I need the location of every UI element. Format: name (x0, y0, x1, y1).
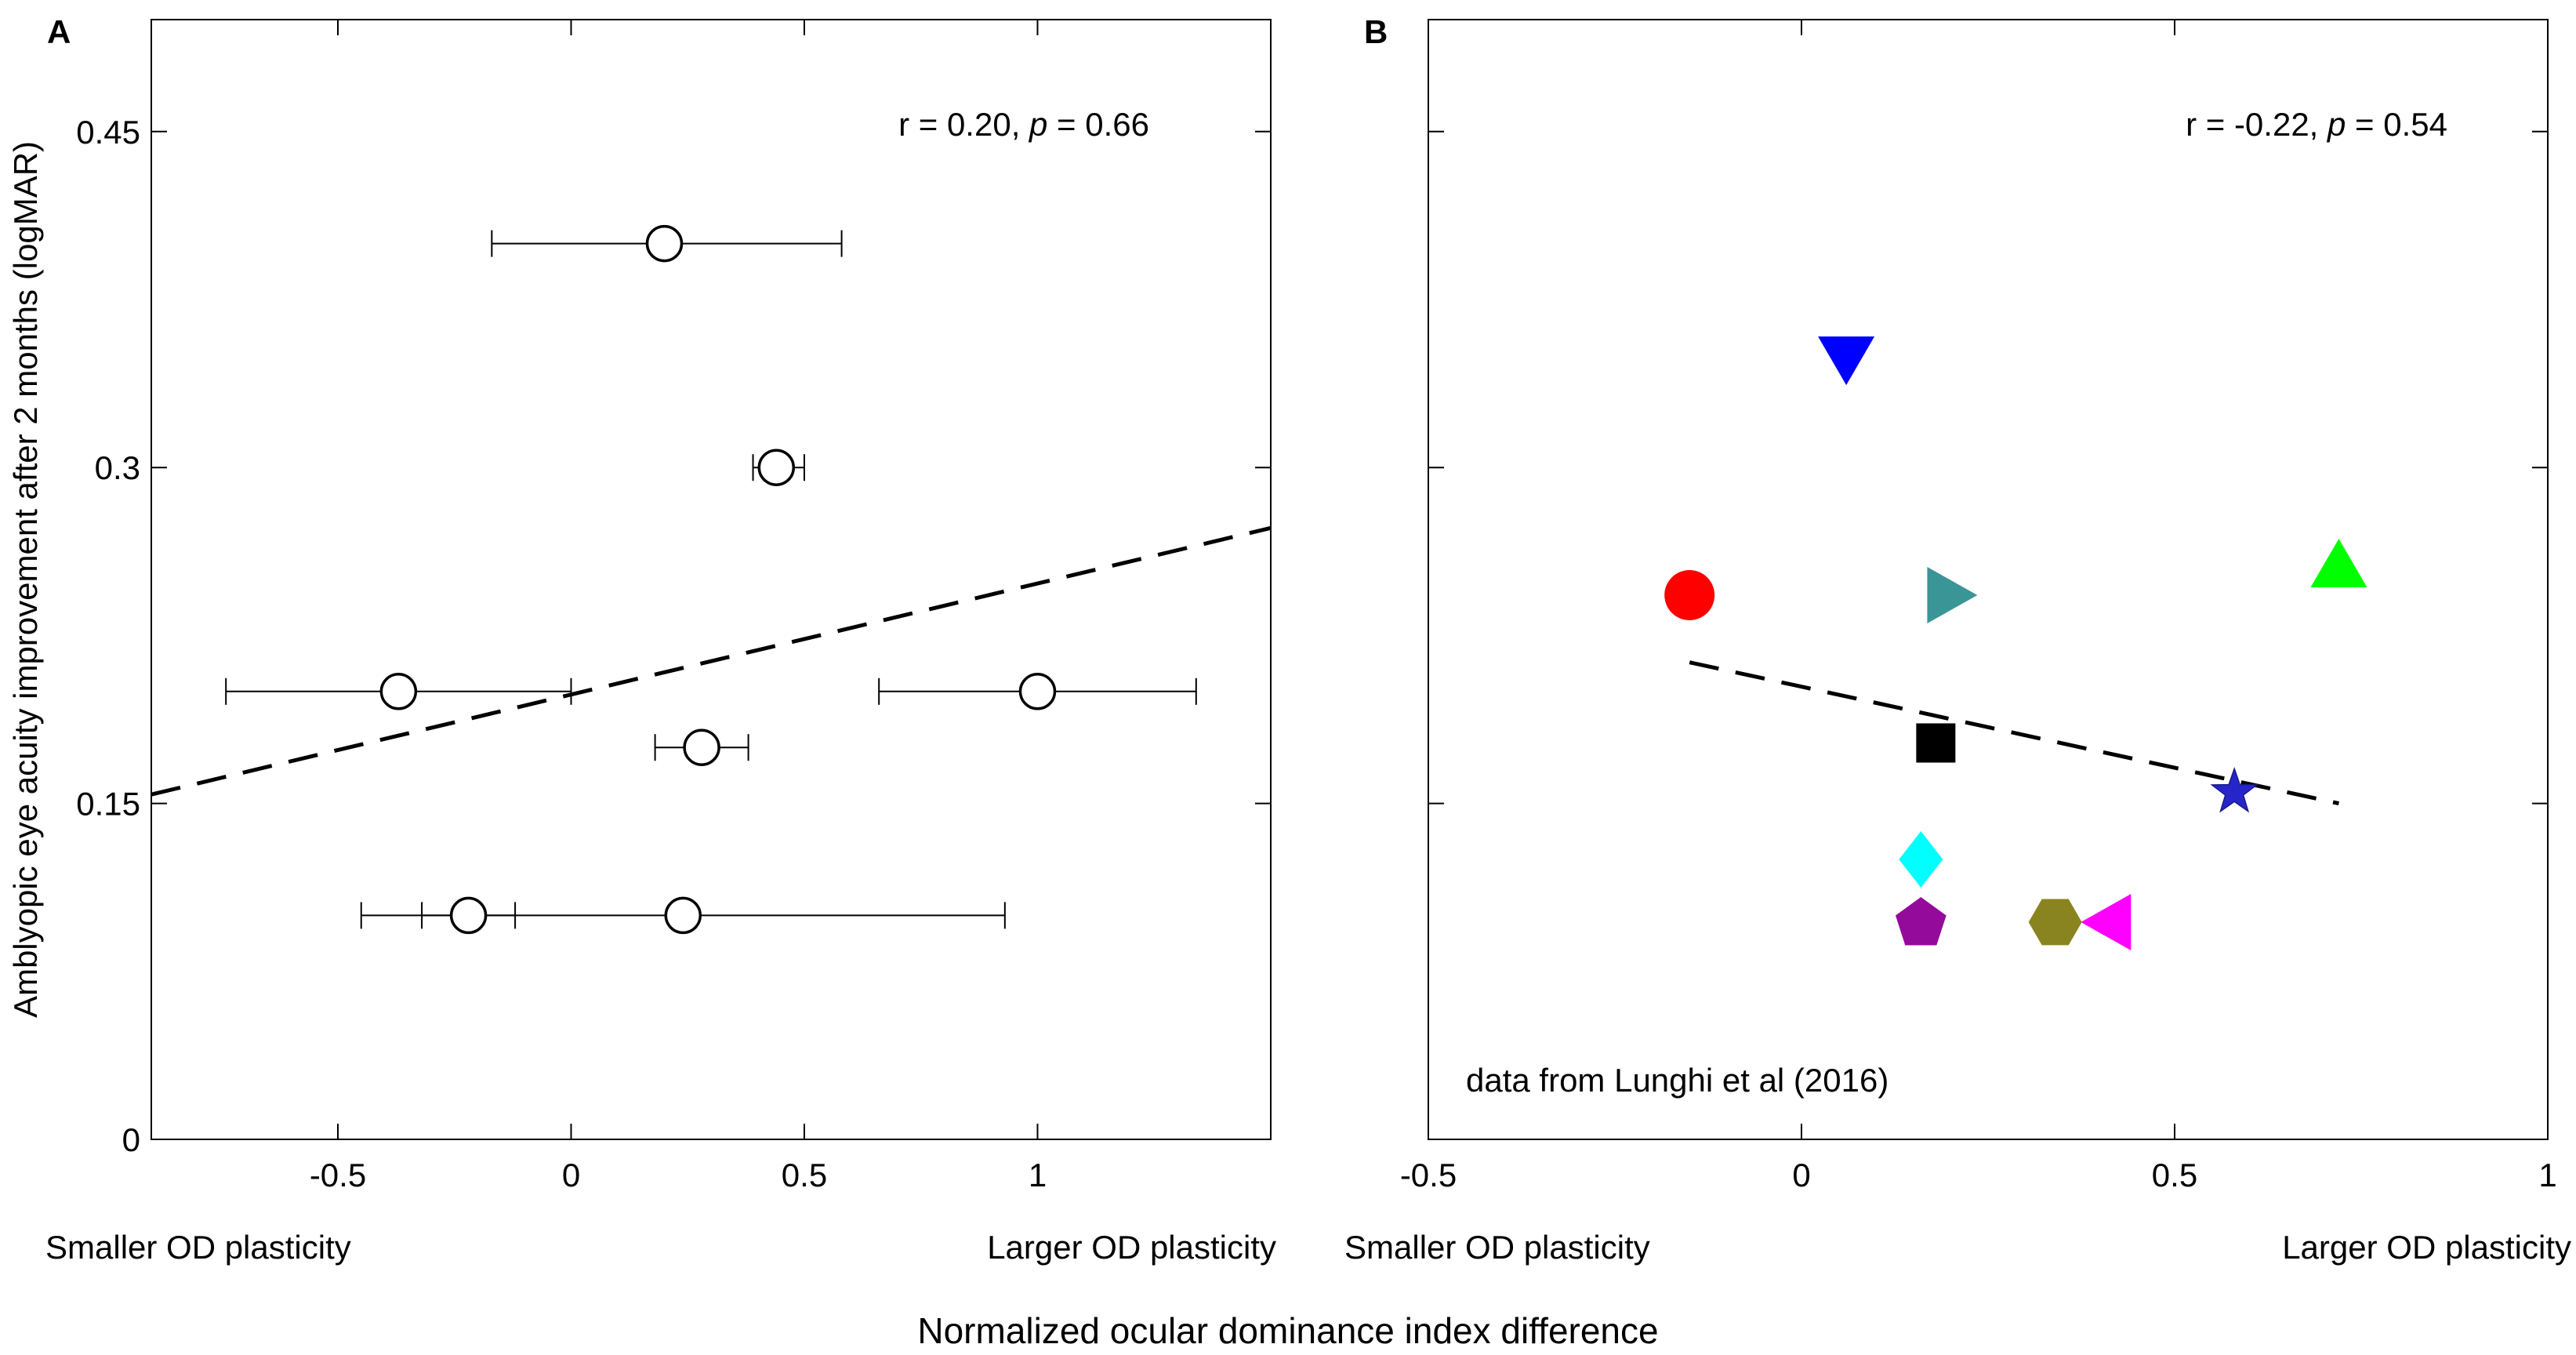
panel-a-data-point (757, 449, 796, 486)
panel-b-marker-hexagon (2028, 899, 2082, 946)
panel-a-xtick-label: 0 (562, 1157, 580, 1193)
panel-a-data-point (645, 224, 684, 263)
panel-b-marker-triangle-right (1927, 566, 1978, 623)
panel-a-x-left-annotation: Smaller OD plasticity (45, 1229, 351, 1266)
panel-a-ytick-label: 0.45 (76, 114, 140, 151)
panel-b-marker-square (1916, 723, 1956, 763)
panel-a-fit-line (151, 525, 1272, 797)
panel-a-data-point (1018, 673, 1057, 710)
shared-x-axis-label: Normalized ocular dominance index differ… (917, 1310, 1658, 1351)
panel-a-ytick-label: 0.3 (95, 449, 140, 486)
panel-a-data-point (664, 896, 702, 935)
panel-a-p-symbol: p (1028, 106, 1047, 143)
panel-a-data-point (683, 728, 720, 766)
panel-a-xtick-label: 1 (1029, 1157, 1047, 1193)
panel-a-ytick-label: 0.15 (76, 786, 140, 823)
panel-b-p: = 0.54 (2346, 106, 2447, 143)
panel-a-p: = 0.66 (1047, 106, 1149, 143)
panel-a-ytick-label: 0 (122, 1121, 140, 1158)
panel-b-marker-diamond (1899, 831, 1943, 888)
panel-a-r: r = 0.20, (898, 106, 1020, 143)
panel-b-p-symbol: p (2326, 106, 2346, 143)
panel-b-plot-area (1428, 19, 2549, 1140)
panel-b-label: B (1364, 13, 1388, 50)
panel-b-xtick-label: -0.5 (1400, 1157, 1457, 1193)
panel-a-xtick-label: -0.5 (310, 1157, 366, 1193)
panel-a: A 0 0.15 0.3 0.45 -0.5 0 0.5 1 r = 0.20, p = 0… (7, 13, 1276, 1266)
panel-b-marker-star (2210, 767, 2259, 813)
panel-a-xtick-label: 0.5 (782, 1157, 827, 1193)
panel-b-marker-triangle-down (1818, 336, 1875, 386)
panel-b-fit-line (1689, 660, 2339, 806)
panel-a-x-right-annotation: Larger OD plasticity (987, 1229, 1276, 1266)
panel-b-xtick-label: 0.5 (2152, 1157, 2197, 1193)
panel-b-stat: r = -0.22, p = 0.54 (2186, 106, 2447, 143)
panel-a-stat: r = 0.20, p = 0.66 (898, 106, 1149, 143)
panel-a-data-point (449, 896, 488, 935)
panel-b-marker-pentagon (1896, 897, 1947, 946)
panel-b-note: data from Lunghi et al (2016) (1466, 1062, 1888, 1099)
panel-a-plot-area (151, 19, 1272, 1140)
panel-b: B -0.5 0 0.5 1 r = -0.22, p = 0.54 data fro… (1344, 13, 2571, 1266)
panel-a-data-point (379, 673, 418, 710)
panel-b-r: r = -0.22, (2186, 106, 2318, 143)
panel-b-x-left-annotation: Smaller OD plasticity (1344, 1229, 1650, 1266)
panel-b-marker-triangle-left (2081, 893, 2132, 950)
panel-b-marker-circle (1664, 569, 1715, 620)
panel-b-x-right-annotation: Larger OD plasticity (2282, 1229, 2571, 1266)
panel-a-y-axis-label: Amblyopic eye acuity improvement after 2… (7, 141, 44, 1018)
panel-b-xtick-label: 0 (1792, 1157, 1810, 1193)
panel-b-xtick-label: 1 (2538, 1157, 2556, 1193)
panel-a-label: A (47, 13, 71, 50)
panel-b-marker-triangle-up (2310, 539, 2367, 588)
